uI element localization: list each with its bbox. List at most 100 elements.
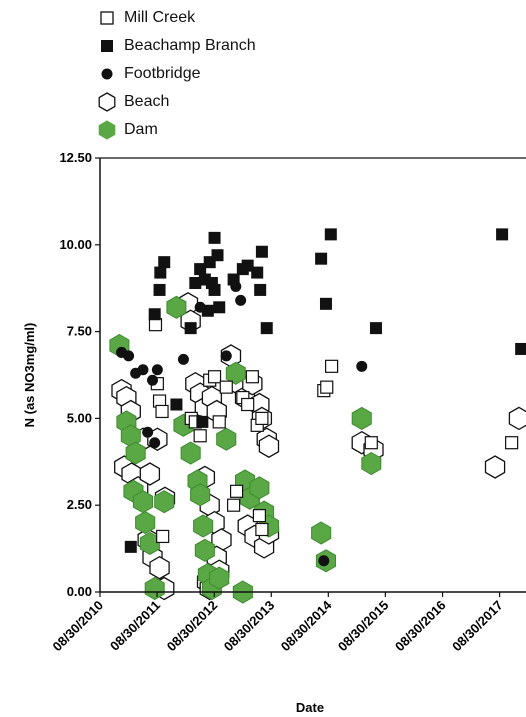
data-point-beachamp-branch — [324, 228, 337, 241]
data-point-mill-creek — [219, 380, 233, 394]
x-tick-label: 08/30/2017 — [449, 598, 506, 655]
data-point-beachamp-branch — [369, 322, 382, 335]
data-point-mill-creek — [364, 436, 378, 450]
data-point-beachamp-branch — [515, 342, 526, 355]
data-point-beachamp-branch — [496, 228, 509, 241]
data-point-beach — [149, 555, 170, 580]
legend-item-footbridge: Footbridge — [96, 60, 256, 88]
legend-label: Mill Creek — [124, 9, 196, 26]
y-tick-label: 12.50 — [59, 150, 92, 165]
data-point-mill-creek — [255, 411, 269, 425]
data-point-beachamp-branch — [241, 259, 254, 272]
x-tick-label: 08/30/2012 — [164, 598, 221, 655]
filled-circle-icon — [101, 68, 113, 80]
data-point-footbridge — [147, 374, 159, 386]
data-point-beachamp-branch — [255, 245, 268, 258]
data-point-beachamp-branch — [184, 322, 197, 335]
x-tick-label: 08/30/2016 — [392, 598, 449, 655]
data-point-dam — [166, 295, 187, 319]
data-point-mill-creek — [252, 509, 266, 523]
data-point-beachamp-branch — [251, 266, 264, 279]
legend-label: Beach — [124, 93, 170, 110]
data-point-mill-creek — [505, 436, 519, 450]
y-tick-label: 2.50 — [67, 497, 92, 512]
x-axis-title: Date — [296, 700, 324, 715]
legend-label: Beachamp Branch — [124, 37, 256, 54]
data-point-beachamp-branch — [319, 297, 332, 310]
y-tick-label: 10.00 — [59, 237, 92, 252]
data-point-footbridge — [220, 350, 232, 362]
data-point-dam — [154, 490, 175, 514]
data-point-footbridge — [149, 437, 161, 449]
open-square-icon — [100, 11, 114, 25]
chart-marks — [109, 228, 526, 604]
data-point-mill-creek — [155, 404, 169, 419]
data-point-dam — [216, 427, 237, 451]
data-point-mill-creek — [245, 370, 259, 384]
data-point-dam — [135, 511, 156, 535]
data-point-dam — [249, 476, 270, 500]
data-point-mill-creek — [320, 380, 334, 394]
data-point-dam — [132, 490, 153, 514]
data-point-mill-creek — [324, 359, 339, 373]
data-point-beachamp-branch — [315, 252, 328, 265]
data-point-beachamp-branch — [194, 263, 207, 276]
filled-square-icon — [101, 40, 113, 52]
y-tick-label: 7.50 — [67, 324, 92, 339]
data-point-beachamp-branch — [196, 415, 209, 428]
data-point-dam — [144, 576, 165, 601]
data-point-mill-creek — [229, 484, 244, 498]
open-hexagon-icon — [98, 92, 116, 112]
data-point-mill-creek — [148, 318, 163, 332]
legend-item-beach: Beach — [96, 88, 256, 116]
data-point-footbridge — [151, 364, 163, 376]
data-point-mill-creek — [255, 522, 269, 537]
y-tick-label: 0.00 — [67, 584, 92, 599]
data-point-dam — [351, 406, 372, 430]
data-point-footbridge — [177, 353, 189, 365]
data-point-mill-creek — [241, 397, 255, 412]
data-point-dam — [125, 441, 146, 465]
data-point-dam — [361, 451, 382, 476]
x-tick-label: 08/30/2014 — [278, 597, 335, 654]
legend: Mill Creek Beachamp Branch Footbridge Be… — [96, 4, 256, 144]
data-point-dam — [209, 566, 230, 590]
data-point-beachamp-branch — [254, 283, 267, 296]
data-point-dam — [311, 521, 332, 545]
data-point-dam — [225, 361, 246, 385]
legend-item-mill-creek: Mill Creek — [96, 4, 256, 32]
data-point-beach — [484, 455, 506, 479]
data-point-footbridge — [318, 555, 330, 567]
x-tick-label: 08/30/2010 — [49, 598, 106, 655]
data-point-footbridge — [235, 294, 247, 306]
data-point-beachamp-branch — [170, 398, 183, 411]
data-point-beachamp-branch — [208, 283, 221, 296]
data-point-mill-creek — [156, 529, 170, 544]
data-point-dam — [180, 441, 201, 465]
data-point-beachamp-branch — [153, 283, 166, 296]
data-point-dam — [190, 483, 211, 507]
data-point-mill-creek — [207, 370, 222, 384]
data-point-mill-creek — [212, 415, 226, 429]
x-tick-label: 08/30/2013 — [221, 598, 278, 655]
data-point-footbridge — [137, 364, 149, 376]
data-point-beachamp-branch — [124, 540, 137, 553]
data-point-mill-creek — [193, 429, 207, 443]
legend-item-beachamp-branch: Beachamp Branch — [96, 32, 256, 60]
data-point-beachamp-branch — [260, 322, 273, 335]
data-point-beach — [258, 434, 280, 458]
data-point-dam — [194, 538, 215, 562]
data-point-beach — [508, 406, 526, 431]
data-point-footbridge — [142, 426, 154, 438]
data-point-beachamp-branch — [208, 231, 221, 244]
data-point-footbridge — [123, 350, 135, 362]
data-point-mill-creek — [227, 498, 241, 512]
y-tick-label: 5.00 — [67, 410, 92, 425]
x-tick-label: 08/30/2015 — [335, 598, 392, 655]
data-point-beachamp-branch — [211, 249, 224, 262]
data-point-footbridge — [230, 280, 242, 292]
data-point-footbridge — [356, 360, 368, 372]
data-point-footbridge — [194, 301, 206, 313]
legend-item-dam: Dam — [96, 116, 256, 144]
